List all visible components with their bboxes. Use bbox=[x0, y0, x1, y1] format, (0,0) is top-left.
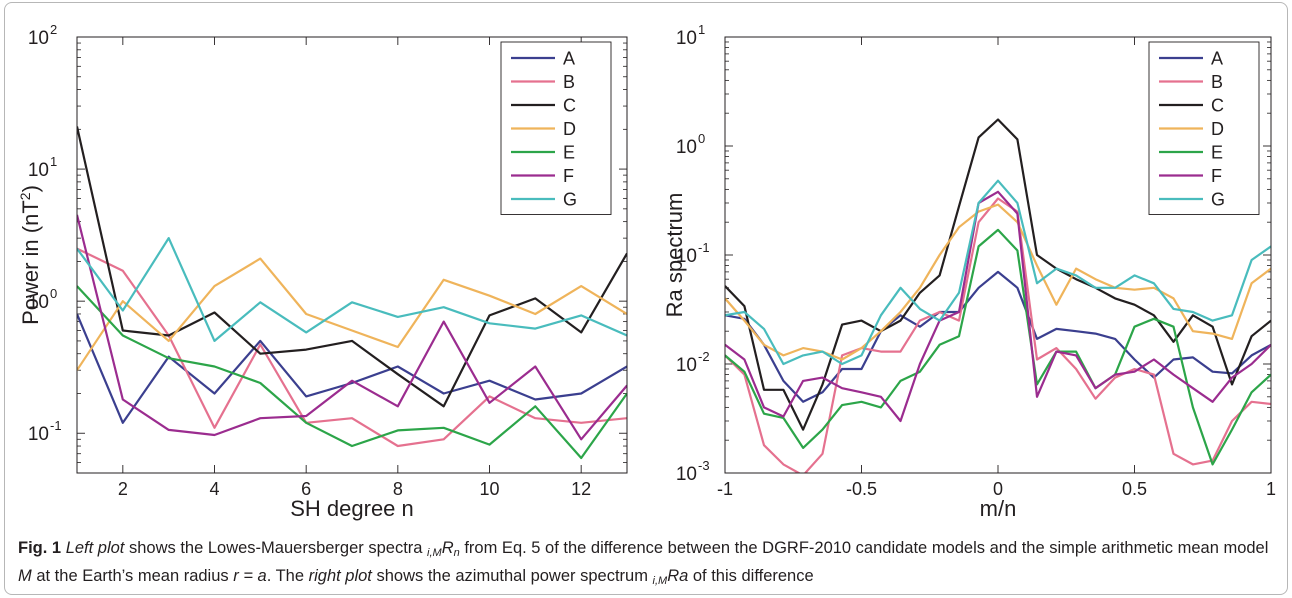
y-tick-exponent: 1 bbox=[50, 154, 57, 169]
y-tick-exponent: 2 bbox=[50, 22, 57, 37]
caption-text-1: shows the Lowes-Mauersberger spectra bbox=[124, 539, 428, 557]
series-line-A bbox=[725, 270, 1271, 403]
y-tick-exponent: 1 bbox=[698, 22, 705, 37]
series-line-E bbox=[77, 285, 627, 460]
y-axis-label: Ra spectrum bbox=[662, 193, 687, 318]
caption-text-5: shows the azimuthal power spectrum bbox=[371, 567, 653, 585]
caption-left-plot: Left plot bbox=[65, 539, 125, 557]
y-tick-exponent: 0 bbox=[698, 131, 705, 146]
x-tick-label: 10 bbox=[479, 479, 499, 499]
legend-label-A: A bbox=[563, 49, 575, 69]
x-tick-label: 6 bbox=[301, 479, 311, 499]
caption-text-6: of this difference bbox=[688, 567, 814, 585]
legend-label-F: F bbox=[1211, 166, 1222, 186]
y-tick-label: 10 bbox=[28, 424, 49, 445]
y-tick-exponent: -1 bbox=[50, 418, 62, 433]
legend-label-G: G bbox=[1211, 190, 1225, 210]
y-axis-label-superscript: 2 bbox=[17, 192, 33, 200]
legend-label-D: D bbox=[563, 119, 576, 139]
y-axis-label: Power in (nT2) bbox=[17, 185, 43, 325]
caption-right-plot: right plot bbox=[308, 567, 372, 585]
series-line-F bbox=[725, 190, 1271, 423]
x-tick-label: 1 bbox=[1266, 479, 1276, 499]
x-tick-label: 0.5 bbox=[1122, 479, 1147, 499]
x-tick-label: 12 bbox=[571, 479, 591, 499]
y-tick-label: 10 bbox=[676, 246, 697, 267]
series-line-G bbox=[77, 237, 627, 342]
legend-label-E: E bbox=[563, 143, 575, 163]
x-tick-label: 2 bbox=[118, 479, 128, 499]
series-line-F bbox=[77, 214, 627, 441]
plot-area-border bbox=[76, 36, 628, 474]
caption-symbol-sub: n bbox=[453, 547, 460, 559]
caption-text-3: at the Earth’s mean radius bbox=[31, 567, 234, 585]
caption-model-m: M bbox=[18, 567, 32, 585]
x-tick-label: 0 bbox=[993, 479, 1003, 499]
y-tick-label: 10 bbox=[676, 137, 697, 158]
caption-symbol2-main: Ra bbox=[667, 567, 689, 585]
legend-label-B: B bbox=[563, 72, 575, 92]
caption-symbol-prefix: i,M bbox=[427, 547, 442, 559]
legend-label-C: C bbox=[563, 96, 576, 116]
x-axis-label: m/n bbox=[980, 496, 1017, 521]
series-line-D bbox=[725, 203, 1271, 361]
y-tick-label: 10 bbox=[676, 464, 697, 485]
series-line-G bbox=[725, 179, 1271, 366]
y-tick-exponent: -3 bbox=[698, 458, 710, 473]
caption-label: Fig. 1 bbox=[18, 539, 62, 557]
legend-label-E: E bbox=[1211, 143, 1223, 163]
y-tick-exponent: 0 bbox=[50, 286, 57, 301]
plot-area-border bbox=[724, 36, 1272, 474]
series-line-D bbox=[77, 257, 627, 371]
legend-label-C: C bbox=[1211, 96, 1224, 116]
legend-label-A: A bbox=[1211, 49, 1223, 69]
legend-label-G: G bbox=[563, 190, 577, 210]
series-line-B bbox=[725, 197, 1271, 473]
x-tick-label: 8 bbox=[393, 479, 403, 499]
caption-equation: r = a bbox=[233, 567, 267, 585]
y-axis-label-end: ) bbox=[18, 185, 43, 192]
figure-caption: Fig. 1 Left plot shows the Lowes-Mauersb… bbox=[18, 537, 1278, 593]
series-line-C bbox=[725, 118, 1271, 431]
x-axis-label: SH degree n bbox=[290, 496, 414, 521]
series-line-E bbox=[725, 228, 1271, 466]
caption-text-4: . The bbox=[266, 567, 309, 585]
y-tick-label: 10 bbox=[28, 292, 49, 313]
x-tick-label: -1 bbox=[717, 479, 733, 499]
legend-label-D: D bbox=[1211, 119, 1224, 139]
series-line-C bbox=[77, 126, 627, 408]
x-tick-label: 4 bbox=[209, 479, 219, 499]
y-tick-label: 10 bbox=[28, 28, 49, 49]
caption-text-2: from Eq. 5 of the difference between the… bbox=[459, 539, 1269, 557]
x-tick-label: -0.5 bbox=[846, 479, 877, 499]
legend-label-B: B bbox=[1211, 72, 1223, 92]
caption-symbol-main: R bbox=[441, 539, 454, 557]
caption-symbol2-prefix: i,M bbox=[652, 575, 668, 587]
y-tick-label: 10 bbox=[676, 355, 697, 376]
y-tick-label: 10 bbox=[676, 28, 697, 49]
figure-frame bbox=[4, 2, 1288, 595]
series-line-A bbox=[77, 313, 627, 424]
y-tick-label: 10 bbox=[28, 160, 49, 181]
y-tick-exponent: -1 bbox=[698, 240, 710, 255]
y-tick-exponent: -2 bbox=[698, 349, 710, 364]
legend-label-F: F bbox=[563, 166, 574, 186]
